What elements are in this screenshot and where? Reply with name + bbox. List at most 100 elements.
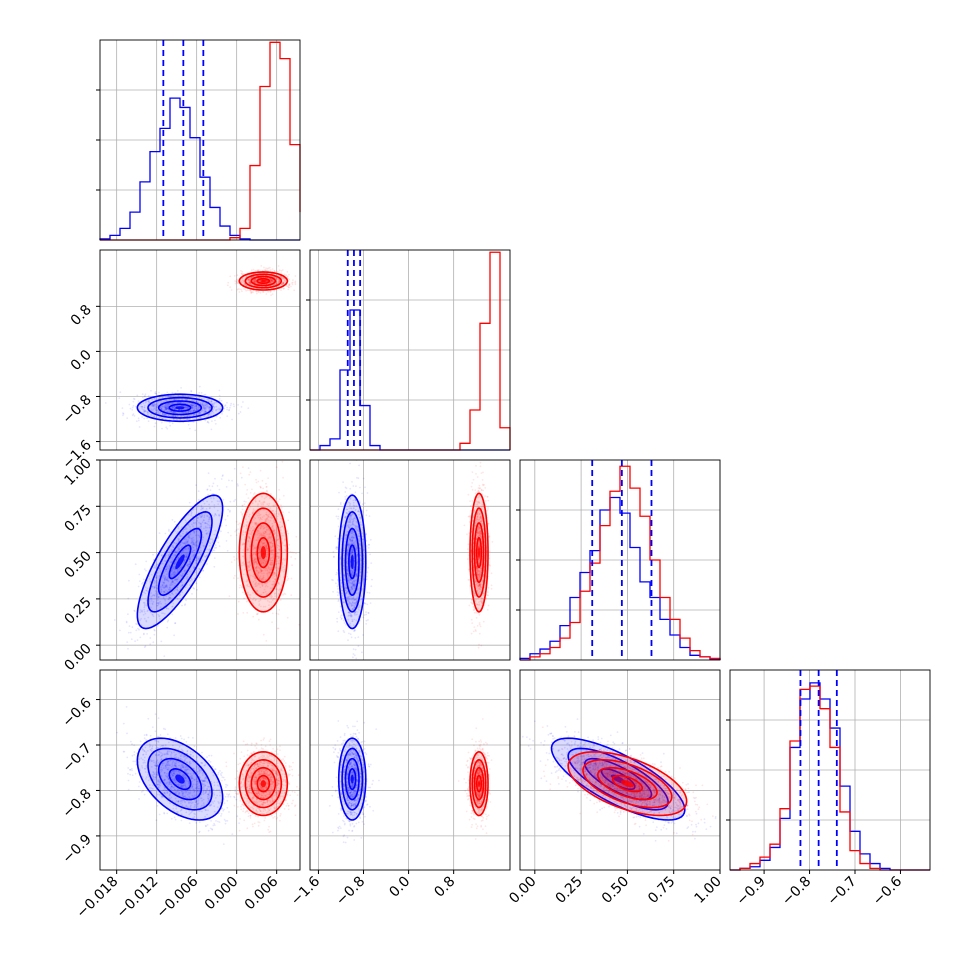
- sample-point: [136, 394, 139, 397]
- sample-point: [165, 399, 168, 402]
- sample-point: [193, 565, 195, 568]
- sample-point: [254, 585, 257, 587]
- sample-point: [270, 279, 272, 281]
- sample-point: [173, 634, 176, 637]
- sample-point: [127, 613, 129, 616]
- sample-point: [179, 535, 182, 538]
- sample-point: [181, 550, 184, 553]
- sample-point: [188, 561, 191, 563]
- sample-point: [155, 409, 157, 411]
- sample-point: [166, 427, 169, 430]
- sample-point: [249, 289, 251, 292]
- sample-point: [279, 599, 282, 601]
- sample-point: [282, 593, 285, 596]
- sample-point: [252, 561, 255, 564]
- sample-point: [286, 579, 289, 582]
- sample-point: [275, 588, 278, 590]
- sample-point: [162, 612, 165, 615]
- sample-point: [161, 417, 164, 420]
- sample-point: [260, 583, 263, 586]
- sample-point: [156, 590, 159, 593]
- sample-point: [259, 599, 262, 601]
- sample-point: [178, 548, 181, 550]
- sample-point: [277, 545, 280, 547]
- sample-point: [129, 407, 132, 410]
- sample-point: [140, 403, 142, 406]
- sample-point: [183, 559, 186, 561]
- sample-point: [142, 602, 145, 604]
- sample-point: [180, 541, 183, 544]
- sample-point: [346, 569, 348, 571]
- sample-point: [278, 523, 281, 526]
- sample-point: [174, 554, 177, 556]
- sample-point: [274, 595, 276, 597]
- sample-point: [268, 529, 271, 532]
- sample-point: [277, 557, 280, 559]
- sample-point: [270, 561, 272, 564]
- sample-point: [143, 406, 146, 409]
- sample-point: [191, 402, 193, 405]
- sample-point: [270, 567, 273, 569]
- sample-point: [353, 584, 356, 586]
- sample-point: [147, 410, 150, 413]
- sample-point: [241, 514, 244, 516]
- sample-point: [173, 565, 176, 568]
- sample-point: [351, 581, 354, 584]
- sample-point: [177, 549, 179, 552]
- sample-point: [348, 601, 351, 604]
- sample-point: [182, 542, 185, 545]
- sample-point: [284, 544, 287, 547]
- sample-point: [262, 539, 264, 541]
- sample-point: [184, 603, 187, 605]
- sample-point: [359, 543, 361, 546]
- sample-point: [272, 279, 274, 282]
- sample-point: [184, 569, 187, 572]
- sample-point: [141, 416, 144, 418]
- sample-point: [336, 548, 339, 551]
- sample-point: [167, 607, 170, 610]
- sample-point: [203, 516, 206, 519]
- sample-point: [225, 524, 228, 527]
- sample-point: [258, 536, 260, 538]
- sample-point: [251, 512, 254, 515]
- sample-point: [200, 527, 203, 529]
- sample-point: [259, 469, 262, 472]
- sample-point: [348, 603, 351, 605]
- sample-point: [214, 477, 216, 480]
- sample-point: [194, 559, 197, 562]
- sample-point: [171, 583, 174, 586]
- sample-point: [119, 629, 121, 632]
- sample-point: [208, 412, 211, 415]
- sample-point: [164, 408, 167, 411]
- sample-point: [254, 517, 257, 520]
- sample-point: [270, 294, 272, 297]
- sample-point: [126, 417, 129, 419]
- sample-point: [149, 414, 152, 416]
- sample-point: [248, 561, 251, 563]
- sample-point: [156, 593, 159, 596]
- sample-point: [358, 581, 361, 584]
- sample-point: [176, 580, 178, 583]
- sample-point: [286, 285, 288, 287]
- sample-point: [131, 626, 134, 629]
- sample-point: [133, 610, 136, 612]
- sample-point: [271, 583, 274, 586]
- sample-point: [260, 525, 263, 527]
- sample-point: [234, 282, 237, 285]
- sample-point: [345, 508, 348, 511]
- sample-point: [282, 494, 285, 497]
- sample-point: [161, 405, 164, 407]
- density-series-1: [104, 385, 250, 432]
- sample-point: [165, 578, 168, 581]
- sample-point: [270, 493, 272, 495]
- sample-point: [214, 544, 217, 547]
- sample-point: [260, 526, 263, 529]
- sample-point: [280, 529, 282, 531]
- sample-point: [257, 522, 260, 525]
- sample-point: [257, 572, 260, 575]
- sample-point: [365, 578, 368, 581]
- sample-point: [213, 506, 216, 509]
- sample-point: [254, 280, 257, 282]
- sample-point: [255, 566, 258, 568]
- sample-point: [185, 406, 187, 408]
